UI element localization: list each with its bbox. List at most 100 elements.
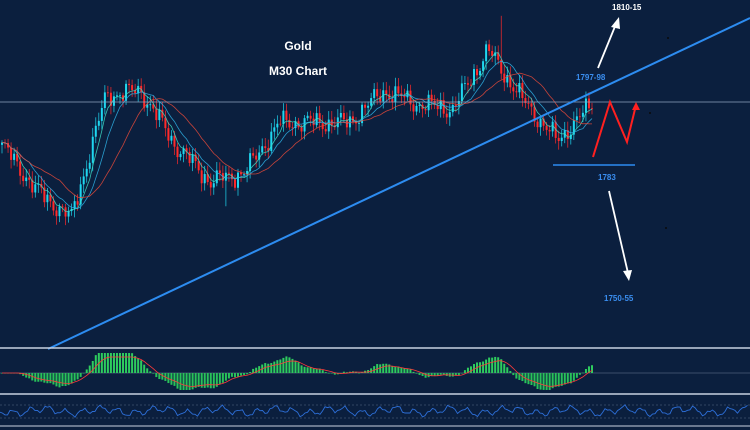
candle-body xyxy=(503,73,506,83)
candle-body xyxy=(497,52,500,60)
candle-body xyxy=(309,115,312,119)
candle-body xyxy=(545,125,548,130)
histogram-bar xyxy=(170,373,173,385)
histogram-bar xyxy=(324,372,327,373)
level-label-target-up: 1810-15 xyxy=(612,3,642,12)
candle-body xyxy=(109,92,112,106)
candle-body xyxy=(530,103,533,107)
histogram-bar xyxy=(67,373,70,386)
histogram-bar xyxy=(418,373,421,375)
histogram-bar xyxy=(406,368,409,373)
candle-body xyxy=(134,90,137,94)
histogram-bar xyxy=(373,366,376,373)
candle-body xyxy=(52,201,55,211)
histogram-bar xyxy=(155,373,158,378)
candle-body xyxy=(212,183,215,188)
candle-body xyxy=(282,110,285,124)
candle-body xyxy=(264,146,267,149)
candle-body xyxy=(294,121,297,129)
histogram-bar xyxy=(197,373,200,387)
candle-body xyxy=(76,201,79,205)
histogram-bar xyxy=(560,373,563,386)
histogram-bar xyxy=(330,373,333,374)
histogram-bar xyxy=(82,373,85,374)
histogram-bar xyxy=(91,360,94,373)
candle-body xyxy=(261,146,264,153)
candle-body xyxy=(367,105,370,108)
candle-body xyxy=(125,83,128,101)
candle-body xyxy=(273,127,276,132)
histogram-bar xyxy=(497,357,500,373)
candle-body xyxy=(164,117,167,129)
histogram-bar xyxy=(237,373,239,377)
candle-body xyxy=(397,86,400,94)
histogram-bar xyxy=(382,363,385,373)
candle-body xyxy=(348,116,351,128)
candle-body xyxy=(436,105,439,110)
histogram-bar xyxy=(25,373,28,378)
histogram-bar xyxy=(424,373,427,378)
candle-body xyxy=(382,90,385,102)
marker-dot xyxy=(667,37,669,39)
histogram-bar xyxy=(309,367,312,373)
histogram-bar xyxy=(388,364,391,373)
histogram-bar xyxy=(40,373,43,382)
histogram-bar xyxy=(140,360,143,373)
histogram-bar xyxy=(491,357,494,373)
candle-body xyxy=(578,116,581,118)
histogram-bar xyxy=(279,359,282,373)
candle-body xyxy=(306,115,309,119)
histogram-bar xyxy=(536,373,539,390)
histogram-bar xyxy=(312,368,315,373)
candle-body xyxy=(418,104,421,106)
candle-body xyxy=(88,162,91,169)
histogram-bar xyxy=(306,367,309,373)
candle-body xyxy=(351,116,354,122)
histogram-bar xyxy=(394,366,397,373)
marker-dot xyxy=(665,227,667,229)
histogram-bar xyxy=(249,371,252,373)
histogram-bar xyxy=(412,371,415,373)
candle-body xyxy=(518,83,521,93)
histogram-bar xyxy=(285,356,288,373)
candle-body xyxy=(31,179,34,193)
histogram-bar xyxy=(173,373,176,386)
arrow-down-shaft xyxy=(608,190,629,274)
histogram-bar xyxy=(94,355,97,373)
histogram-bar xyxy=(460,373,463,374)
candle-body xyxy=(412,104,415,112)
candle-body xyxy=(215,170,218,184)
histogram-bar xyxy=(64,373,67,387)
candle-body xyxy=(85,168,88,177)
histogram-bar xyxy=(297,362,300,373)
histogram-bar xyxy=(488,357,491,373)
candle-body xyxy=(7,143,10,148)
candle-body xyxy=(548,129,551,132)
histogram-bar xyxy=(300,365,303,373)
histogram-bar xyxy=(361,372,364,373)
histogram-bar xyxy=(273,361,276,373)
histogram-bar xyxy=(185,373,188,390)
histogram-bar xyxy=(584,368,587,373)
histogram-bar xyxy=(433,373,436,376)
chart-subtitle: M30 Chart xyxy=(269,64,327,78)
candle-body xyxy=(339,112,342,118)
candle-body xyxy=(185,148,188,153)
candle-body xyxy=(433,100,436,106)
candle-body xyxy=(373,89,376,99)
candle-body xyxy=(191,154,194,163)
histogram-bar xyxy=(152,373,155,374)
histogram-bar xyxy=(100,353,103,373)
histogram-bar xyxy=(578,373,581,375)
histogram-bar xyxy=(122,353,125,373)
histogram-bar xyxy=(521,373,524,382)
histogram-bar xyxy=(243,373,246,375)
histogram-bar xyxy=(233,373,236,378)
candle-body xyxy=(445,113,448,118)
histogram-bar xyxy=(533,373,536,387)
histogram-bar xyxy=(206,373,209,388)
histogram-bar xyxy=(355,371,357,373)
candle-body xyxy=(167,128,170,141)
candle-body xyxy=(330,119,333,126)
